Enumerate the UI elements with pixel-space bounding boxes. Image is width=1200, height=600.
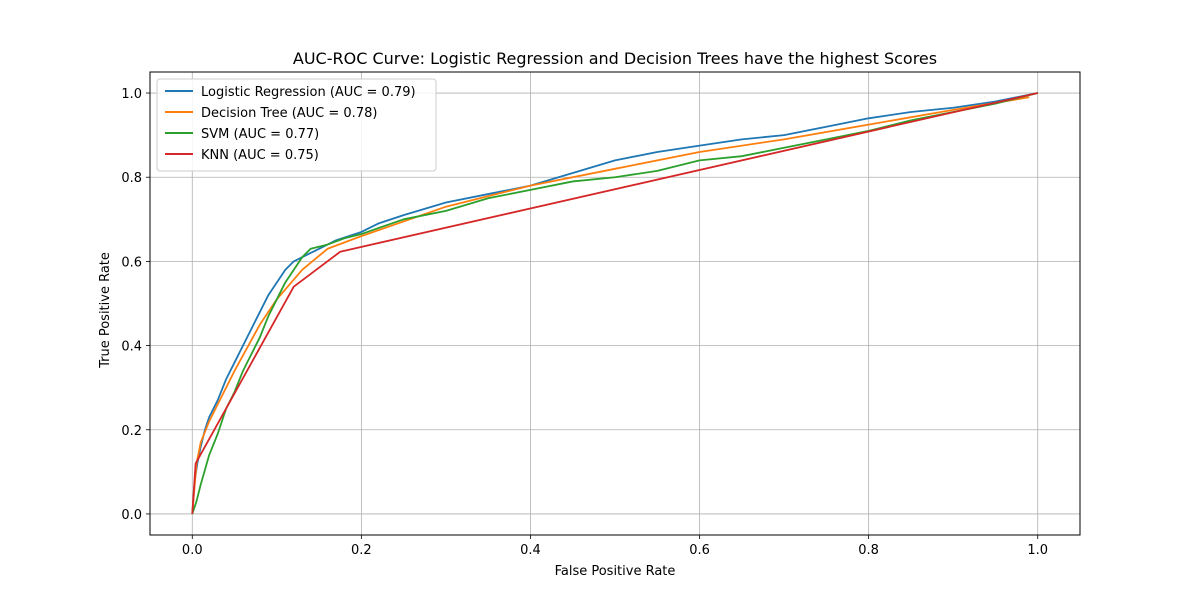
x-tick-label: 0.8	[858, 543, 879, 558]
legend-label: Decision Tree (AUC = 0.78)	[201, 106, 377, 121]
x-tick-label: 0.0	[182, 543, 203, 558]
chart-title: AUC-ROC Curve: Logistic Regression and D…	[293, 49, 937, 68]
legend-label: SVM (AUC = 0.77)	[201, 127, 319, 142]
legend-label: Logistic Regression (AUC = 0.79)	[201, 85, 416, 100]
series-line-4	[191, 92, 1038, 515]
x-tick-label: 0.6	[689, 543, 710, 558]
series-line-2	[191, 96, 1030, 515]
axis-ticks: 0.0 0.2 0.4 0.6 0.8 1.0 0.0 0.2 0.4 0.6 0.8 1.0	[121, 87, 1048, 558]
x-tick-label: 1.0	[1027, 543, 1048, 558]
x-tick-label: 0.4	[520, 543, 541, 558]
plot-frame	[149, 71, 1081, 536]
legend-label: KNN (AUC = 0.75)	[201, 148, 319, 163]
legend-box	[156, 78, 437, 172]
legend: Logistic Regression (AUC = 0.79) Decision…	[156, 78, 437, 172]
x-axis-label: False Positive Rate	[555, 564, 676, 579]
y-tick-label: 0.8	[121, 171, 142, 186]
series-lines	[191, 92, 1038, 515]
y-axis-label: True Positive Rate	[98, 252, 113, 369]
y-tick-label: 0.2	[121, 424, 142, 439]
x-tick-label: 0.2	[351, 543, 372, 558]
y-tick-label: 1.0	[121, 87, 142, 102]
y-tick-label: 0.4	[121, 340, 142, 355]
y-tick-label: 0.0	[121, 508, 142, 523]
y-tick-label: 0.6	[121, 255, 142, 270]
